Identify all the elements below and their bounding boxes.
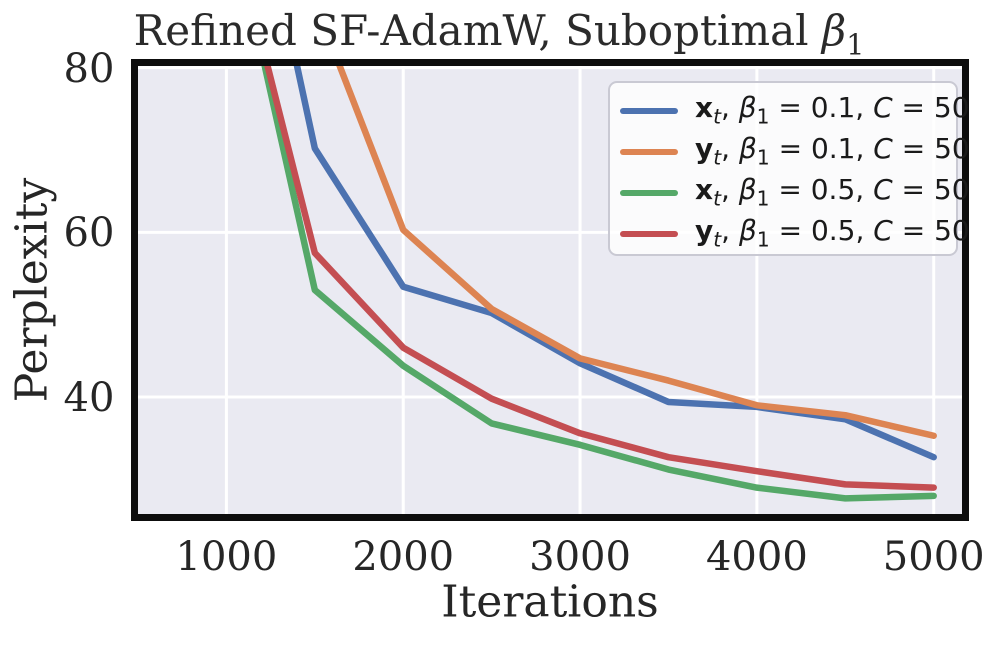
- x-tick-label: 2000: [352, 534, 455, 580]
- legend-line-swatch: [620, 230, 678, 237]
- legend-box: xt, β1 = 0.1, C = 50 yt, β1 = 0.1, C = 5…: [608, 81, 970, 256]
- legend-line-swatch: [620, 107, 678, 114]
- chart-title-beta-subscript: 1: [846, 27, 865, 62]
- legend-item: yt, β1 = 0.5, C = 50: [620, 213, 970, 254]
- x-axis-label: Iterations: [441, 576, 659, 628]
- legend-item: xt, β1 = 0.5, C = 50: [620, 172, 970, 213]
- x-tick-label: 3000: [529, 534, 631, 580]
- series-line-0: [293, 66, 937, 461]
- legend-line-swatch: [620, 189, 678, 196]
- chart-title-beta-symbol: β: [821, 6, 847, 55]
- legend-item: yt, β1 = 0.1, C = 50: [620, 131, 970, 172]
- legend-item-label: xt, β1 = 0.1, C = 50: [695, 91, 970, 129]
- y-tick-label: 40: [63, 375, 115, 422]
- y-axis-label: Perplexity: [6, 177, 58, 403]
- x-tick-label: 4000: [705, 534, 808, 580]
- x-tick-label: 5000: [882, 534, 985, 580]
- chart-svg: [138, 66, 962, 514]
- legend-item-label: xt, β1 = 0.5, C = 50: [695, 173, 970, 211]
- y-tick-label: 60: [63, 210, 115, 257]
- legend-item: xt, β1 = 0.1, C = 50: [620, 90, 970, 131]
- chart-title: Refined SF-AdamW, Suboptimal β1: [0, 6, 998, 61]
- plot-area: xt, β1 = 0.1, C = 50 yt, β1 = 0.1, C = 5…: [131, 59, 970, 521]
- chart-title-text: Refined SF-AdamW, Suboptimal: [133, 6, 822, 55]
- series-line-1: [336, 66, 937, 440]
- legend-item-label: yt, β1 = 0.1, C = 50: [695, 132, 970, 170]
- series-line-3: [264, 66, 937, 491]
- legend-item-label: yt, β1 = 0.5, C = 50: [695, 214, 970, 252]
- y-tick-label: 80: [63, 45, 115, 92]
- x-tick-label: 1000: [175, 534, 278, 580]
- series-line-2: [261, 66, 937, 502]
- legend-line-swatch: [620, 148, 678, 155]
